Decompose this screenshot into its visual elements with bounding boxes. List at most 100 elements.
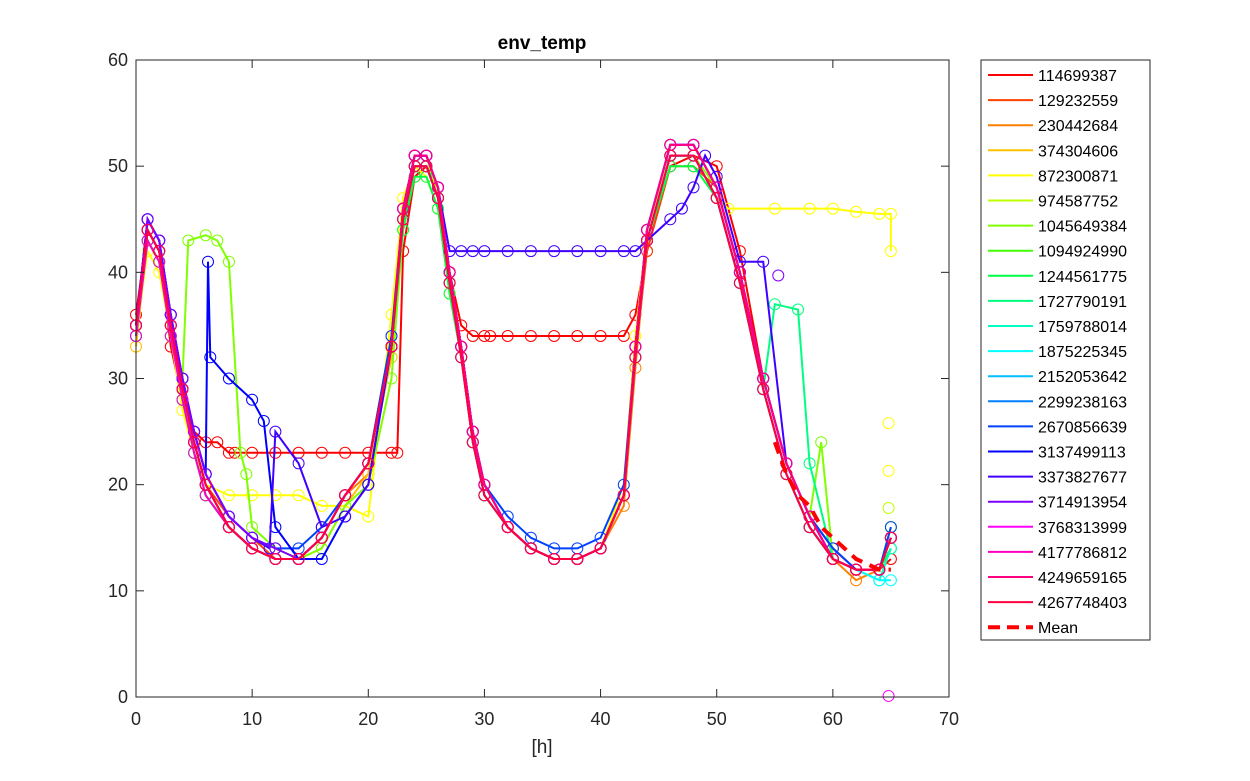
data-point	[826, 202, 839, 215]
data-point	[884, 574, 897, 587]
data-point	[882, 417, 895, 430]
data-point	[594, 245, 607, 258]
y-tick-label: 20	[108, 475, 128, 495]
data-point	[815, 436, 828, 449]
legend-label: 4249659165	[1038, 570, 1127, 587]
data-point	[204, 351, 217, 364]
data-point	[594, 542, 607, 555]
x-tick-label: 60	[823, 709, 843, 729]
series-4267748403	[130, 149, 897, 576]
plot-area	[130, 138, 897, 702]
data-point	[292, 457, 305, 470]
data-point	[641, 234, 653, 247]
legend-item: 4177786812	[988, 545, 1127, 562]
data-point	[339, 510, 352, 523]
data-point	[234, 446, 247, 459]
data-point	[664, 149, 677, 162]
x-tick-label: 10	[242, 709, 262, 729]
data-point	[211, 436, 224, 449]
data-point	[153, 245, 166, 258]
data-point	[478, 245, 491, 258]
data-point	[246, 393, 259, 406]
data-point	[524, 245, 537, 258]
legend-label: 3373827677	[1038, 470, 1127, 487]
y-tick-label: 10	[108, 581, 128, 601]
data-point	[292, 489, 305, 502]
legend-item: 3373827677	[988, 470, 1127, 487]
data-point	[202, 255, 214, 268]
data-point	[443, 245, 456, 258]
legend-label: 230442684	[1038, 118, 1118, 135]
legend-item: 1875225345	[988, 344, 1127, 361]
data-point	[315, 553, 328, 565]
data-point	[571, 245, 584, 258]
data-point	[768, 298, 781, 311]
data-point	[466, 330, 479, 342]
data-point	[524, 542, 537, 555]
data-point	[733, 276, 746, 289]
legend-item: 3714913954	[988, 495, 1127, 512]
data-point	[772, 269, 785, 282]
data-point	[269, 553, 282, 565]
data-point	[675, 202, 688, 215]
legend-label: 872300871	[1038, 168, 1118, 185]
legend-item: 4249659165	[988, 570, 1127, 587]
legend-item: 3768313999	[988, 520, 1127, 537]
data-point	[315, 531, 328, 544]
data-point	[385, 340, 398, 353]
data-point	[246, 542, 259, 555]
data-point	[222, 521, 235, 534]
data-point	[524, 330, 537, 342]
legend-label: 4267748403	[1038, 595, 1127, 612]
data-point	[466, 245, 479, 258]
data-point	[408, 160, 421, 173]
data-point	[432, 192, 444, 204]
data-point	[222, 446, 235, 459]
data-point	[884, 245, 897, 258]
data-point	[687, 181, 700, 194]
legend-item: 1244561775	[988, 269, 1127, 286]
data-point	[687, 149, 700, 162]
data-point	[455, 245, 468, 258]
data-point	[548, 330, 561, 342]
legend-label: 374304606	[1038, 143, 1118, 160]
series-line	[135, 154, 892, 571]
data-point	[629, 351, 642, 364]
legend-item: 872300871	[988, 168, 1118, 185]
data-point	[222, 255, 235, 268]
legend-label: 1875225345	[1038, 344, 1127, 361]
legend-label: Mean	[1038, 620, 1078, 637]
legend-item: 974587752	[988, 194, 1118, 211]
legend-item: 374304606	[988, 143, 1118, 160]
legend-item: 129232559	[988, 93, 1118, 110]
data-point	[385, 446, 398, 459]
data-point	[222, 372, 235, 385]
x-tick-label: 0	[131, 709, 141, 729]
data-point	[792, 303, 804, 316]
data-point	[362, 510, 375, 523]
legend-label: 1759788014	[1038, 319, 1127, 336]
data-point	[199, 229, 212, 242]
data-point	[211, 234, 224, 247]
data-point	[362, 478, 375, 491]
legend-label: 3137499113	[1038, 445, 1126, 462]
data-point	[484, 330, 497, 342]
y-tick-label: 0	[118, 687, 128, 707]
data-point	[757, 255, 770, 268]
legend-label: 1045649384	[1038, 219, 1127, 236]
data-point	[571, 330, 584, 342]
data-point	[269, 425, 282, 438]
legend-item: 114699387	[988, 68, 1117, 85]
data-point	[315, 446, 328, 459]
data-point	[443, 276, 456, 289]
legend-item: 2152053642	[988, 369, 1127, 386]
legend-label: 1094924990	[1038, 244, 1127, 261]
data-point	[222, 489, 235, 502]
data-point	[315, 499, 328, 512]
legend-box	[980, 59, 1151, 641]
x-axis-ticks: 0 10 20 30 40 50 60 70	[131, 60, 959, 729]
data-point	[768, 202, 781, 215]
data-point	[803, 202, 816, 215]
y-tick-label: 60	[108, 50, 128, 70]
legend-label: 114699387	[1038, 68, 1117, 85]
